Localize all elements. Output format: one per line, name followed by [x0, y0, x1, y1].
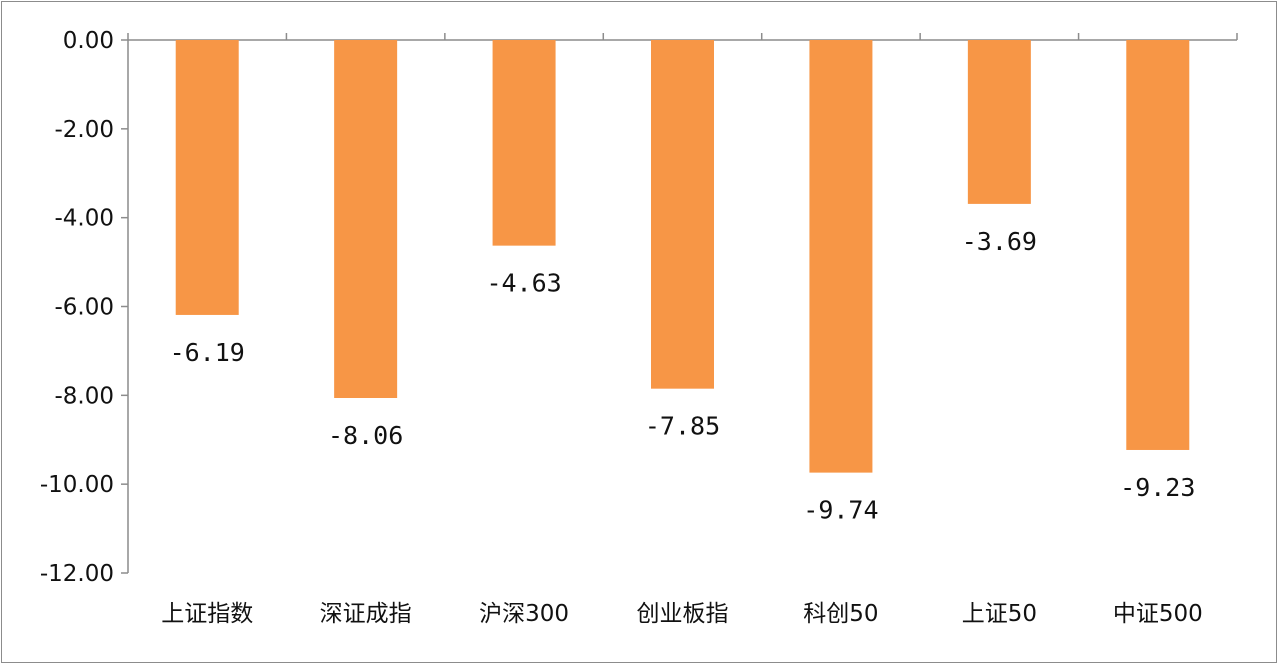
category-label: 上证指数 [161, 601, 253, 627]
bar [651, 40, 714, 389]
y-tick-label: -6.00 [54, 295, 114, 321]
data-label: -3.69 [962, 227, 1037, 256]
category-label: 沪深300 [479, 601, 569, 627]
y-tick-label: -2.00 [54, 117, 114, 143]
data-label: -9.23 [1120, 473, 1195, 502]
category-label: 上证50 [962, 601, 1037, 627]
bars [175, 40, 1190, 473]
category-label: 创业板指 [637, 601, 729, 627]
bar [175, 40, 239, 315]
y-tick-label: 0.00 [63, 28, 114, 54]
bar [809, 40, 873, 473]
y-tick-label: -4.00 [54, 206, 114, 232]
labels: -6.19 上证指数 -8.06 深证成指 -4.63 沪深300 -7.85 创业板指 -9.… [161, 227, 1203, 627]
data-label: -8.06 [328, 421, 403, 450]
y-tick-label: -8.00 [54, 383, 114, 409]
axes: 0.00 -2.00 -4.00 -6.00 -8.00 -10.00 -12.00 [40, 28, 1238, 587]
data-label: -9.74 [803, 496, 878, 525]
category-label: 科创50 [803, 601, 878, 627]
data-label: -6.19 [170, 338, 245, 367]
data-label: -7.85 [645, 412, 720, 441]
category-label: 中证500 [1113, 601, 1203, 627]
y-tick-label: -10.00 [40, 472, 114, 498]
data-label: -4.63 [486, 269, 561, 298]
category-label: 深证成指 [320, 601, 412, 627]
bar [1126, 40, 1190, 450]
y-tick-label: -12.00 [40, 561, 114, 587]
bar [967, 40, 1031, 204]
bar [334, 40, 398, 398]
bar [492, 40, 556, 246]
